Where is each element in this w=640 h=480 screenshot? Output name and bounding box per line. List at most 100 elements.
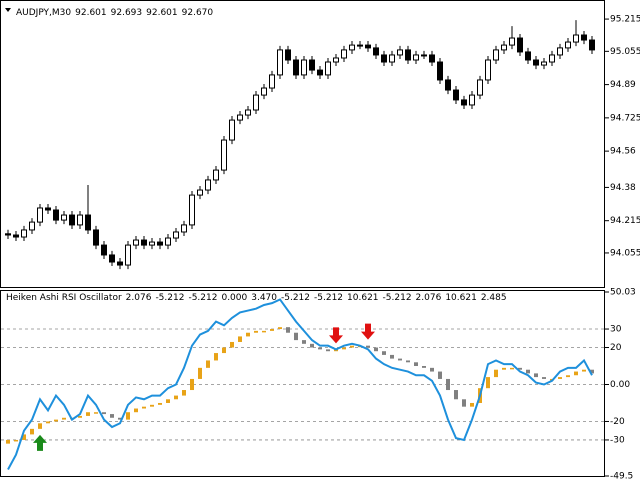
panel-title-value: -5.212 [188, 293, 217, 303]
panel-title-value: -5.212 [281, 293, 310, 303]
ha-bar [494, 369, 498, 378]
ha-bar [406, 360, 410, 363]
candle-body [397, 49, 403, 56]
ha-bar [446, 378, 450, 391]
candle-body [549, 54, 555, 63]
ha-bar [134, 408, 138, 413]
candle-body [157, 241, 163, 246]
y-tick-label: -49.5 [610, 472, 633, 480]
price-panel [0, 0, 605, 288]
panel-title-value: -5.212 [155, 293, 184, 303]
ha-bar [390, 354, 394, 359]
ha-bar [278, 327, 282, 330]
ha-bar [454, 390, 458, 400]
ha-bar [486, 377, 490, 389]
panel-title-value: 92.601 [146, 8, 178, 18]
ha-bar [366, 345, 370, 348]
panel-title-value: 2.485 [481, 293, 507, 303]
panel-title: AUDJPY,M30 92.601 92.693 92.601 92.670 [16, 8, 213, 18]
candle-body [501, 44, 507, 51]
ha-bar [534, 373, 538, 378]
y-tick-label: 94.56 [610, 147, 636, 157]
ha-bar [430, 367, 434, 372]
candle-body [229, 119, 235, 141]
candle-body [277, 49, 283, 76]
ha-bar [558, 377, 562, 379]
y-tick-label: 94.215 [610, 216, 640, 226]
panel-title: Heiken Ashi RSI Oscillator 2.076 -5.212 -5.… [6, 293, 507, 303]
candle-body [77, 214, 83, 226]
ha-bar [590, 369, 594, 374]
ha-bar [6, 439, 10, 444]
candle-body [165, 237, 171, 246]
candle-body [53, 209, 59, 221]
candle-body [117, 261, 123, 266]
ha-bar [86, 412, 90, 416]
ha-bar [166, 399, 170, 403]
ha-bar [342, 347, 346, 350]
ha-bar [126, 412, 130, 420]
ha-bar [206, 360, 210, 368]
candle-body [173, 231, 179, 239]
candle-body [349, 44, 355, 51]
ha-bar [174, 395, 178, 400]
candle-body [485, 59, 491, 81]
candle-body [357, 44, 363, 47]
y-tick-label: 94.725 [610, 113, 640, 123]
candle-body [85, 214, 91, 231]
ha-bar [150, 404, 154, 407]
ha-bar [182, 390, 186, 396]
panel-title-value: 10.621 [445, 293, 477, 303]
candle-body [29, 221, 35, 231]
panel-title-value: 10.621 [347, 293, 379, 303]
ha-bar [62, 417, 66, 420]
ha-bar [118, 417, 122, 420]
candle-body [261, 87, 267, 96]
candle-body [525, 51, 531, 61]
ha-bar [510, 367, 514, 370]
candle-body [293, 59, 299, 76]
candle-body [517, 37, 523, 53]
candle-body [589, 39, 595, 51]
y-tick-label: 95.215 [610, 15, 640, 25]
panel-title-value: -5.212 [314, 293, 343, 303]
candle-body [389, 54, 395, 63]
candle-body [221, 139, 227, 171]
ha-bar [142, 406, 146, 409]
ha-bar [582, 369, 586, 372]
candle-body [445, 79, 451, 91]
ha-bar [46, 421, 50, 424]
candle-body [437, 61, 443, 81]
ha-bar [438, 371, 442, 379]
ha-bar [270, 329, 274, 331]
ha-bar [398, 358, 402, 361]
panel-title-value: 2.076 [126, 293, 152, 303]
candle-body [421, 54, 427, 57]
ha-bar [542, 377, 546, 379]
candle-body [509, 37, 515, 46]
candle-body [189, 194, 195, 226]
candle-body [125, 244, 131, 266]
panel-title-value: 3.470 [251, 293, 277, 303]
ha-bar [246, 332, 250, 337]
candle-body [109, 254, 115, 263]
panel-menu-icon[interactable] [5, 8, 11, 12]
ha-bar [574, 371, 578, 376]
ha-bar [318, 347, 322, 350]
candle-body [381, 54, 387, 63]
y-tick-label: 30 [610, 325, 622, 335]
candle-body [493, 49, 499, 61]
candle-body [93, 229, 99, 246]
ha-bar [14, 439, 18, 442]
y-tick-label: -20 [610, 417, 625, 427]
candle-body [149, 241, 155, 246]
candle-body [317, 69, 323, 76]
candle-body [285, 49, 291, 61]
candle-body [213, 169, 219, 181]
candle-body [461, 99, 467, 106]
candle-body [581, 34, 587, 41]
ha-bar [54, 419, 58, 422]
candle-body [141, 239, 147, 246]
